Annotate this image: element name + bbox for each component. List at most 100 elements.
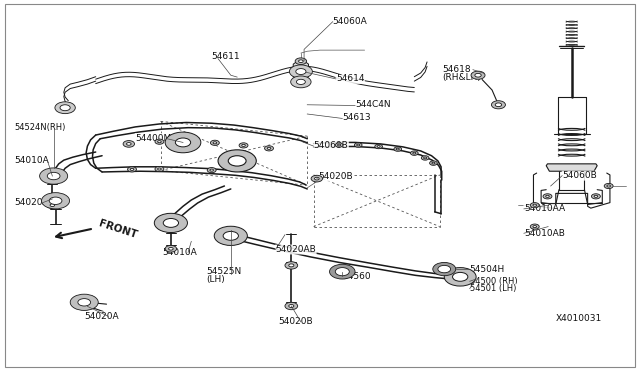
Circle shape — [165, 246, 177, 252]
Circle shape — [40, 168, 68, 184]
Text: 54010A: 54010A — [14, 155, 49, 165]
Circle shape — [356, 144, 360, 146]
Circle shape — [495, 103, 502, 107]
Text: 54400M: 54400M — [135, 134, 172, 142]
Circle shape — [492, 101, 506, 109]
Text: 54010A: 54010A — [163, 248, 197, 257]
Circle shape — [452, 272, 468, 281]
Circle shape — [335, 143, 343, 147]
Circle shape — [60, 105, 70, 111]
Circle shape — [471, 71, 485, 79]
Circle shape — [533, 225, 536, 228]
Circle shape — [123, 141, 134, 147]
Circle shape — [157, 168, 161, 170]
Circle shape — [242, 144, 245, 147]
Circle shape — [55, 102, 76, 113]
Circle shape — [604, 183, 613, 189]
Circle shape — [314, 177, 319, 180]
Circle shape — [421, 156, 429, 160]
Circle shape — [49, 197, 62, 205]
Circle shape — [289, 305, 294, 308]
Circle shape — [47, 172, 60, 180]
Text: 54560: 54560 — [342, 272, 371, 281]
Text: 54060A: 54060A — [333, 17, 367, 26]
Text: 544C4N: 544C4N — [355, 100, 390, 109]
Circle shape — [50, 204, 54, 206]
Circle shape — [239, 143, 248, 148]
Circle shape — [228, 156, 246, 166]
Circle shape — [594, 195, 598, 198]
Text: 54524N(RH): 54524N(RH) — [14, 123, 65, 132]
Circle shape — [377, 145, 380, 147]
Circle shape — [335, 267, 349, 276]
Polygon shape — [546, 164, 597, 171]
Circle shape — [168, 247, 173, 250]
Circle shape — [410, 151, 418, 155]
Circle shape — [285, 302, 298, 310]
Text: 54614: 54614 — [336, 74, 364, 83]
Circle shape — [296, 68, 306, 74]
Circle shape — [264, 146, 273, 151]
Text: 54613: 54613 — [342, 113, 371, 122]
Circle shape — [175, 138, 191, 147]
Text: 54501 (LH): 54501 (LH) — [470, 284, 516, 293]
Circle shape — [533, 204, 536, 206]
Circle shape — [210, 169, 214, 171]
Circle shape — [157, 141, 161, 143]
Circle shape — [607, 185, 611, 187]
Circle shape — [127, 167, 136, 172]
Circle shape — [213, 142, 217, 144]
Text: 54010AB: 54010AB — [524, 229, 564, 238]
Text: 54020A: 54020A — [14, 198, 49, 207]
Text: 54525N: 54525N — [207, 267, 242, 276]
Circle shape — [163, 218, 179, 227]
Circle shape — [311, 175, 323, 182]
Circle shape — [296, 79, 305, 84]
Circle shape — [424, 157, 427, 159]
Circle shape — [432, 162, 435, 164]
Text: X4010031: X4010031 — [556, 314, 602, 323]
Text: (RH&LH): (RH&LH) — [442, 73, 481, 81]
Circle shape — [78, 299, 91, 306]
Text: 54020B: 54020B — [318, 172, 353, 181]
Circle shape — [475, 73, 481, 77]
Circle shape — [214, 226, 247, 246]
Text: 54060B: 54060B — [562, 171, 597, 180]
Circle shape — [295, 58, 307, 64]
Circle shape — [289, 65, 312, 78]
Circle shape — [413, 152, 416, 154]
Circle shape — [438, 265, 451, 273]
Text: 54500 (RH): 54500 (RH) — [470, 277, 517, 286]
Circle shape — [546, 195, 549, 198]
Text: 54618: 54618 — [442, 65, 471, 74]
Circle shape — [396, 148, 399, 150]
Circle shape — [591, 194, 600, 199]
Circle shape — [154, 213, 188, 232]
Circle shape — [47, 202, 58, 209]
Circle shape — [42, 193, 70, 209]
Text: 54020A: 54020A — [84, 312, 119, 321]
Circle shape — [531, 224, 540, 229]
Circle shape — [433, 262, 456, 276]
Circle shape — [394, 147, 401, 151]
Polygon shape — [293, 62, 308, 77]
Circle shape — [299, 60, 303, 62]
Circle shape — [223, 231, 239, 240]
Circle shape — [127, 142, 131, 145]
Text: 54611: 54611 — [212, 52, 240, 61]
Circle shape — [355, 143, 362, 147]
Circle shape — [289, 264, 294, 267]
Circle shape — [70, 294, 99, 310]
Text: FRONT: FRONT — [97, 219, 138, 240]
Circle shape — [285, 262, 298, 269]
Circle shape — [429, 161, 437, 165]
Circle shape — [268, 147, 271, 150]
Circle shape — [375, 144, 383, 149]
Circle shape — [130, 169, 134, 170]
Text: 54020B: 54020B — [278, 317, 313, 326]
Circle shape — [531, 203, 540, 208]
Circle shape — [291, 76, 311, 88]
Circle shape — [444, 267, 476, 286]
Text: (LH): (LH) — [207, 275, 225, 283]
Circle shape — [218, 150, 256, 172]
